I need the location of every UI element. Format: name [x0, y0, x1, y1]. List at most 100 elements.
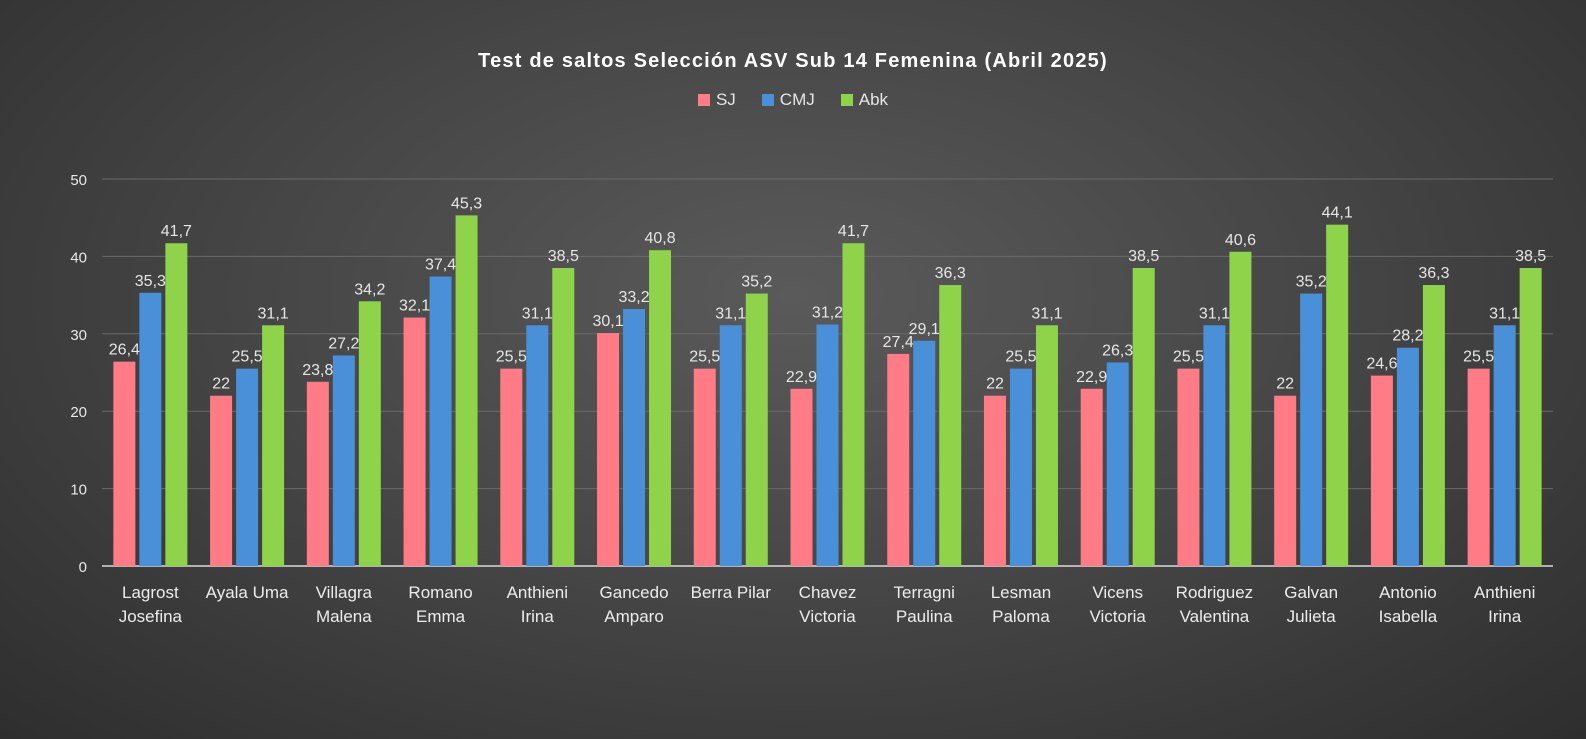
- x-tick-label: Berra Pilar: [691, 583, 772, 602]
- data-label-abk: 41,7: [838, 223, 869, 240]
- bar-sj: [790, 388, 813, 566]
- data-label-sj: 22,9: [1076, 369, 1107, 386]
- chart-title: Test de saltos Selección ASV Sub 14 Feme…: [478, 50, 1108, 72]
- data-label-cmj: 27,2: [328, 335, 359, 352]
- x-tick-label-line: Berra Pilar: [691, 583, 772, 602]
- data-label-cmj: 35,2: [1296, 274, 1327, 291]
- x-tick-label-line: Gancedo: [600, 583, 669, 602]
- data-label-sj: 25,5: [1463, 349, 1494, 366]
- bar-abk: [1326, 224, 1349, 566]
- legend-label-abk: Abk: [858, 90, 889, 109]
- bar-abk: [1132, 268, 1155, 566]
- x-tick-label: Gancedo Amparo: [600, 583, 669, 626]
- data-label-sj: 32,1: [399, 298, 430, 315]
- bar-sj: [500, 368, 523, 566]
- x-tick-label-line: Paloma: [992, 607, 1050, 626]
- data-label-abk: 31,1: [1031, 305, 1062, 322]
- data-label-cmj: 26,3: [1102, 342, 1133, 359]
- bar-sj: [403, 317, 426, 566]
- data-label-abk: 45,3: [451, 195, 482, 212]
- legend-label-sj: SJ: [715, 90, 736, 109]
- data-label-cmj: 25,5: [1005, 349, 1036, 366]
- bar-cmj: [332, 355, 355, 566]
- x-tick-label-line: Julieta: [1287, 607, 1337, 626]
- x-tick-label-line: Chavez: [799, 583, 857, 602]
- x-tick-label: Rodriguez Valentina: [1176, 583, 1254, 626]
- data-label-sj: 25,5: [496, 349, 527, 366]
- x-tick-label-line: Villagra: [316, 583, 373, 602]
- y-tick-label: 50: [70, 172, 87, 189]
- bar-abk: [842, 243, 865, 566]
- x-tick-label-line: Terragni: [894, 583, 955, 602]
- bar-sj: [1370, 375, 1393, 566]
- bar-abk: [745, 293, 768, 566]
- x-tick-label: Galvan Julieta: [1284, 583, 1338, 626]
- data-label-abk: 38,5: [1515, 248, 1546, 265]
- x-tick-label: Villagra Malena: [316, 583, 373, 626]
- bar-abk: [649, 250, 672, 566]
- bar-cmj: [1300, 293, 1323, 566]
- data-label-abk: 36,3: [935, 265, 966, 282]
- bar-cmj: [526, 325, 549, 566]
- bar-cmj: [1493, 325, 1516, 566]
- data-label-abk: 31,1: [258, 305, 289, 322]
- bar-abk: [552, 268, 575, 566]
- data-label-sj: 23,8: [302, 362, 333, 379]
- data-label-abk: 35,2: [741, 274, 772, 291]
- legend-swatch-sj: [697, 94, 710, 106]
- data-label-sj: 22: [1276, 376, 1294, 393]
- bar-abk: [1519, 268, 1542, 566]
- data-label-cmj: 28,2: [1392, 328, 1423, 345]
- x-tick-label-line: Isabella: [1379, 607, 1438, 626]
- bar-sj: [1467, 368, 1490, 566]
- x-tick-label: Anthieni Irina: [507, 583, 568, 626]
- data-label-sj: 22: [212, 376, 230, 393]
- x-tick-label-line: Anthieni: [1474, 583, 1535, 602]
- x-tick-label-line: Antonio: [1379, 583, 1437, 602]
- x-tick-label-line: Ayala Uma: [206, 583, 289, 602]
- x-tick-label-line: Vicens: [1092, 583, 1143, 602]
- bar-abk: [358, 301, 381, 566]
- data-label-sj: 25,5: [1173, 349, 1204, 366]
- x-tick-label-line: Emma: [416, 607, 466, 626]
- data-label-abk: 38,5: [1128, 248, 1159, 265]
- legend-item-cmj: CMJ: [761, 90, 815, 110]
- bar-cmj: [623, 309, 646, 566]
- data-label-cmj: 37,4: [425, 257, 456, 274]
- bar-sj: [1080, 388, 1103, 566]
- x-tick-label: Lagrost Josefina: [119, 583, 183, 626]
- x-tick-label-line: Amparo: [604, 607, 664, 626]
- x-tick-label-line: Galvan: [1284, 583, 1338, 602]
- x-tick-label: Terragni Paulina: [894, 583, 955, 626]
- bar-sj: [113, 361, 136, 566]
- bar-sj: [306, 381, 329, 566]
- y-tick-label: 40: [70, 249, 87, 266]
- x-tick-label: Romano Emma: [408, 583, 472, 626]
- data-label-cmj: 31,1: [1199, 305, 1230, 322]
- bar-cmj: [816, 324, 839, 566]
- y-tick-label: 10: [70, 482, 87, 499]
- x-tick-label-line: Valentina: [1180, 607, 1250, 626]
- x-tick-label: Vicens Victoria: [1090, 583, 1147, 626]
- data-label-sj: 27,4: [883, 334, 914, 351]
- x-tick-label-line: Rodriguez: [1176, 583, 1254, 602]
- bar-abk: [1035, 325, 1058, 566]
- x-tick-label-line: Lesman: [991, 583, 1051, 602]
- legend-swatch-cmj: [761, 94, 774, 106]
- legend: SJ CMJ Abk: [0, 90, 1586, 110]
- x-tick-label-line: Romano: [408, 583, 472, 602]
- bar-abk: [1229, 251, 1252, 567]
- data-label-sj: 22,9: [786, 369, 817, 386]
- x-tick-label-line: Paulina: [896, 607, 953, 626]
- bar-cmj: [429, 276, 452, 566]
- x-tick-label: Chavez Victoria: [799, 583, 857, 626]
- bar-abk: [262, 325, 285, 566]
- x-tick-label-line: Anthieni: [507, 583, 568, 602]
- x-tick-label-line: Malena: [316, 607, 372, 626]
- y-tick-label: 20: [70, 404, 87, 421]
- bar-sj: [887, 353, 910, 566]
- data-label-abk: 38,5: [548, 248, 579, 265]
- data-label-sj: 26,4: [109, 342, 140, 359]
